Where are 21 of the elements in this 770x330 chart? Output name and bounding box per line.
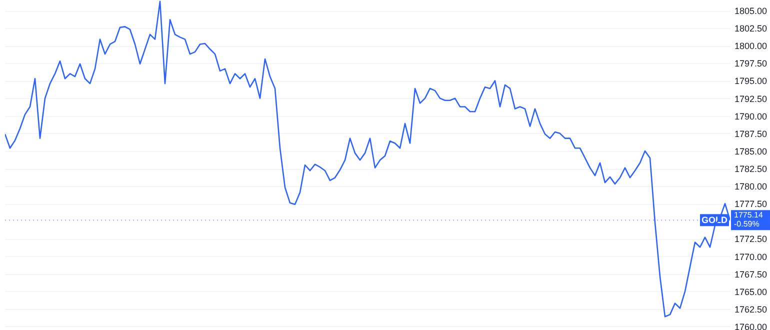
y-tick-label: 1767.50 (734, 269, 768, 280)
y-tick-label: 1787.50 (734, 128, 768, 139)
y-tick-label: 1765.00 (734, 286, 768, 297)
y-tick-label: 1785.00 (734, 146, 768, 156)
y-tick-label: 1805.00 (734, 6, 768, 16)
y-tick-label: 1782.50 (734, 164, 768, 174)
y-tick-label: 1792.50 (734, 94, 768, 104)
y-tick-label: 1777.50 (734, 199, 768, 210)
y-tick-label: 1802.50 (734, 24, 768, 34)
y-tick-label: 1780.00 (734, 182, 768, 192)
y-tick-label: 1800.00 (734, 41, 768, 52)
y-tick-label: 1772.50 (734, 234, 768, 244)
y-tick-label: 1770.00 (734, 252, 768, 262)
y-tick-label: 1795.00 (734, 76, 768, 86)
y-tick-label: 1797.50 (734, 58, 768, 69)
y-tick-label: 1762.50 (734, 304, 768, 314)
ref-line-label: GOLD (702, 215, 728, 226)
text: 1775.14 (734, 210, 764, 220)
text: -0.59% (734, 220, 760, 229)
y-tick-label: 1760.00 (734, 322, 768, 330)
y-tick-label: 1790.00 (734, 111, 768, 122)
